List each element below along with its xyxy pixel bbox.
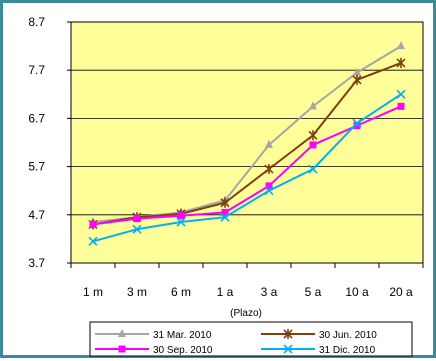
data-point (397, 41, 405, 50)
data-point (132, 224, 142, 234)
data-point (88, 236, 98, 246)
series-line (92, 62, 402, 226)
x-tick-label: 3 a (261, 285, 278, 299)
x-axis-label: (Plazo) (230, 308, 262, 319)
data-point (176, 217, 186, 227)
y-tick-label: 4.7 (28, 208, 45, 222)
x-tick-label: 20 a (389, 285, 413, 299)
y-tick-label: 8.7 (28, 15, 45, 29)
legend-entry: 31 Mar. 2010 (95, 329, 212, 341)
legend-entry: 30 Jun. 2010 (261, 329, 377, 341)
plot-background (70, 21, 424, 264)
x-tick-label: 1 m (83, 285, 103, 299)
data-point (352, 74, 362, 85)
data-point (353, 67, 361, 76)
legend-label: 30 Sep. 2010 (153, 345, 213, 356)
data-point (396, 89, 406, 99)
data-point (89, 220, 97, 228)
data-point (133, 215, 141, 223)
data-point (352, 118, 362, 128)
data-point (265, 139, 273, 148)
data-point (396, 57, 406, 68)
legend-swatch-marker (118, 345, 126, 353)
x-tick-label: 6 m (171, 285, 191, 299)
series-3 (89, 102, 405, 228)
y-tick-label: 5.7 (28, 160, 45, 174)
y-tick-label: 6.7 (28, 111, 45, 125)
data-point (264, 186, 274, 196)
y-tick-label: 3.7 (28, 256, 45, 270)
x-tick-label: 1 a (217, 285, 234, 299)
x-tick-label: 5 a (305, 285, 322, 299)
data-point (220, 212, 230, 222)
data-point (309, 141, 317, 149)
legend-swatch-marker (283, 344, 293, 354)
data-point (264, 164, 274, 175)
x-tick-label: 3 m (127, 285, 147, 299)
data-point (177, 212, 185, 220)
data-point (220, 197, 230, 208)
legend-label: 31 Dic. 2010 (319, 345, 376, 356)
legend-swatch-marker (283, 329, 293, 339)
data-point (397, 102, 405, 110)
data-point (308, 164, 318, 174)
legend-box (89, 321, 413, 357)
series-4 (88, 89, 406, 246)
x-tick-label: 10 a (345, 285, 369, 299)
yield-curve-chart: 3.7 4.7 5.7 6.7 7.7 8.7 1 m 3 m 6 m 1 a 3 a 5 a 10 … (28, 15, 424, 357)
y-tick-label: 7.7 (28, 63, 45, 77)
legend-label: 30 Jun. 2010 (319, 330, 377, 341)
series-line (92, 93, 402, 243)
data-point (308, 130, 318, 141)
legend-swatch-marker (118, 329, 126, 337)
data-point (221, 208, 229, 216)
legend-entry: 30 Sep. 2010 (95, 345, 213, 356)
series-line (92, 105, 402, 226)
data-point (265, 182, 273, 190)
legend-entry: 31 Dic. 2010 (261, 344, 376, 356)
data-point (309, 101, 317, 110)
data-point (353, 122, 361, 130)
legend-label: 31 Mar. 2010 (153, 330, 212, 341)
